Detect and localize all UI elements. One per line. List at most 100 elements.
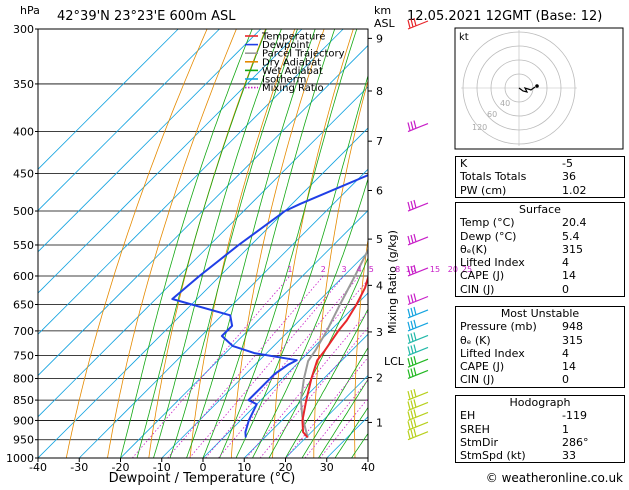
wind-barb-feather bbox=[408, 411, 410, 419]
surface-label: CIN (J) bbox=[456, 283, 558, 296]
pressure-tick-label: 350 bbox=[13, 78, 34, 91]
wind-barb-feather bbox=[408, 391, 410, 399]
wind-barb-feather bbox=[411, 235, 413, 243]
wind-barb-feather bbox=[408, 236, 410, 244]
copyright-label: © weatheronline.co.uk bbox=[486, 471, 623, 485]
mu-label: CIN (J) bbox=[456, 373, 558, 386]
height-tick-label: 2 bbox=[376, 372, 383, 385]
pressure-tick-label: 500 bbox=[13, 205, 34, 218]
wet-adiabat-line bbox=[121, 29, 253, 458]
height-tick-label: 7 bbox=[376, 135, 383, 148]
height-tick-label: 3 bbox=[376, 326, 383, 339]
surface-row: θₑ(K)315 bbox=[456, 243, 624, 256]
index-value: -5 bbox=[558, 157, 624, 170]
surface-title: Surface bbox=[456, 203, 624, 216]
wind-barb-feather bbox=[414, 399, 416, 407]
mu-label: Pressure (mb) bbox=[456, 320, 558, 333]
mixing-ratio-axis-label: Mixing Ratio (g/kg) bbox=[386, 230, 399, 334]
pressure-tick-label: 900 bbox=[13, 414, 34, 427]
wind-barb-feather bbox=[408, 369, 410, 377]
wind-barb-feather bbox=[411, 357, 413, 365]
surface-row: Temp (°C)20.4 bbox=[456, 216, 624, 229]
surface-value: 20.4 bbox=[558, 216, 624, 229]
pressure-tick-label: 750 bbox=[13, 349, 34, 362]
wind-barb-staff bbox=[408, 237, 428, 245]
surface-row: Dewp (°C)5.4 bbox=[456, 230, 624, 243]
mu-row: θₑ (K)315 bbox=[456, 334, 624, 347]
lcl-label: LCL bbox=[384, 355, 405, 368]
pressure-tick-label: 800 bbox=[13, 372, 34, 385]
wind-barb-feather bbox=[408, 401, 410, 409]
wind-barb-feather bbox=[411, 345, 413, 353]
x-tick-label: -40 bbox=[29, 461, 47, 474]
height-tick-label: 9 bbox=[376, 32, 383, 45]
wind-barb-feather bbox=[408, 322, 410, 330]
wind-barb-feather bbox=[411, 430, 413, 438]
wind-barb-staff bbox=[408, 310, 428, 318]
wind-barb-feather bbox=[414, 320, 416, 328]
wind-barb-feather bbox=[411, 390, 413, 398]
dry-adiabat-line bbox=[149, 29, 266, 458]
isotherm-line bbox=[0, 29, 302, 458]
mu-row: Pressure (mb)948 bbox=[456, 320, 624, 333]
index-value: 36 bbox=[558, 170, 624, 183]
wind-barb-feather bbox=[411, 321, 413, 329]
height-tick-label: 6 bbox=[376, 184, 383, 197]
wind-barb-feather bbox=[414, 307, 416, 315]
wind-barb-feather bbox=[414, 356, 416, 364]
hodo-label: SREH bbox=[456, 423, 558, 436]
wind-barb-feather bbox=[414, 234, 416, 242]
isotherm-line bbox=[0, 29, 426, 458]
surface-value: 4 bbox=[558, 256, 624, 269]
dry-adiabat-line bbox=[314, 29, 383, 458]
wind-barb-feather bbox=[411, 122, 413, 130]
mixing-ratio-label: 8 bbox=[395, 265, 400, 274]
wind-barb bbox=[408, 399, 428, 410]
surface-label: Dewp (°C) bbox=[456, 230, 558, 243]
mu-value: 948 bbox=[558, 320, 624, 333]
wind-barb-feather bbox=[408, 334, 410, 342]
legend-label: Mixing Ratio bbox=[262, 83, 324, 94]
index-value: 1.02 bbox=[558, 184, 624, 197]
pressure-tick-label: 650 bbox=[13, 299, 34, 312]
hodo-label: StmSpd (kt) bbox=[456, 449, 558, 462]
wind-barb-staff bbox=[408, 124, 428, 132]
wind-barb-feather bbox=[411, 201, 413, 209]
mixing-ratio-label: 5 bbox=[369, 265, 374, 274]
wind-barb-feather bbox=[411, 308, 413, 316]
surface-value: 5.4 bbox=[558, 230, 624, 243]
wind-barb-staff bbox=[408, 370, 428, 378]
isotherm-line bbox=[38, 29, 467, 458]
pressure-tick-label: 600 bbox=[13, 270, 34, 283]
hodograph-table-title: Hodograph bbox=[456, 396, 624, 409]
wind-barb bbox=[408, 234, 428, 245]
wind-barb-feather bbox=[408, 309, 410, 317]
mu-label: θₑ (K) bbox=[456, 334, 558, 347]
wind-barb-feather bbox=[411, 295, 413, 303]
wind-barb-staff bbox=[408, 359, 428, 367]
wind-barb-feather bbox=[414, 200, 416, 208]
mixing-ratio-label: 1 bbox=[287, 265, 292, 274]
wind-barb bbox=[408, 200, 428, 211]
wind-barb bbox=[408, 419, 428, 430]
wind-barb bbox=[408, 344, 428, 355]
pressure-unit-label: hPa bbox=[20, 4, 40, 17]
wind-barbs bbox=[408, 18, 428, 440]
wind-barb bbox=[408, 320, 428, 331]
wind-barb bbox=[408, 294, 428, 305]
wind-barb-feather bbox=[414, 389, 416, 397]
wind-barb-feather bbox=[414, 419, 416, 427]
height-unit-label: km bbox=[374, 4, 391, 17]
surface-row: CIN (J)0 bbox=[456, 283, 624, 296]
index-row: PW (cm)1.02 bbox=[456, 184, 624, 197]
height-tick-label: 8 bbox=[376, 85, 383, 98]
wind-barb-feather bbox=[411, 400, 413, 408]
surface-label: Lifted Index bbox=[456, 256, 558, 269]
wind-barb-feather bbox=[414, 294, 416, 302]
